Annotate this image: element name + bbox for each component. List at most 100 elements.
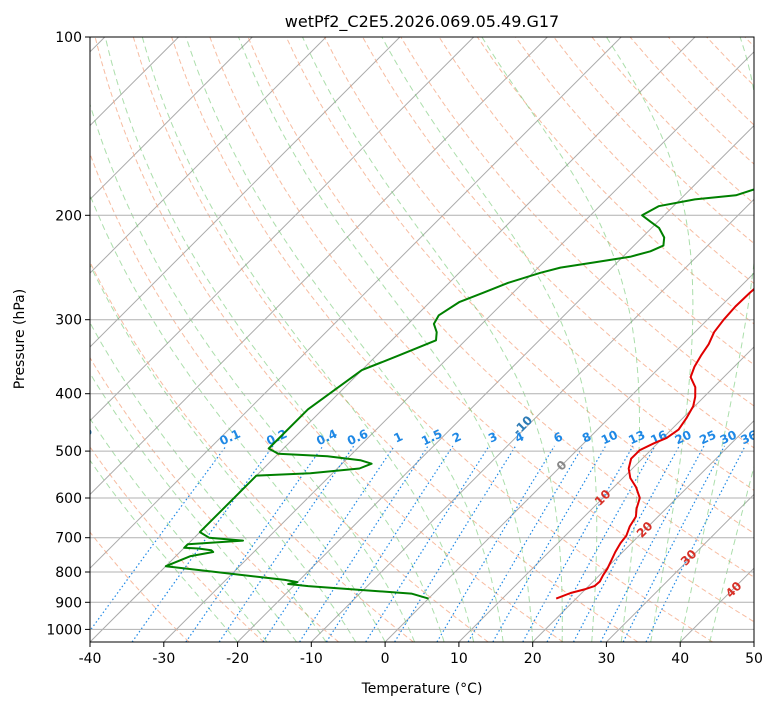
moist-adiabat-line [185,37,504,642]
mixing-ratio-line [467,445,584,642]
moist-adiabat-line [90,321,327,642]
isotherm-line [90,37,253,201]
mixing-ratio-label: 0.1 [217,427,242,449]
x-tick-label: -10 [300,651,323,667]
dry-adiabat-line [553,37,754,245]
mixing-ratio-line [394,445,517,642]
moist-adiabat-line [709,464,754,642]
isotherm-line [606,493,754,642]
dry-adiabat-line [90,356,339,642]
temperature-profile-line [555,287,754,600]
x-tick-label: 10 [450,651,468,667]
dry-adiabat-line [90,152,489,642]
mixing-ratio-label: 10 [599,428,620,448]
mixing-ratio-label: 6 [552,429,565,445]
mixing-ratio-label: 20 [673,428,694,448]
x-tick-label: 50 [745,651,763,667]
adiabat-label: 30 [678,547,700,569]
y-tick-label: 600 [55,491,82,507]
isotherm-line [163,51,754,642]
mixing-ratio-label: 0.6 [345,427,370,449]
line-labels: -100-90-80-70-60-50-40-30-20-10010203040… [90,413,759,601]
isotherm-line [90,37,622,569]
dry-adiabat-line [629,37,754,165]
moist-adiabat-line [381,37,598,642]
chart-title: wetPf2_C2E5.2026.069.05.49.G17 [285,12,559,32]
isotherm-line [90,37,548,496]
moist-adiabat-line [679,37,754,642]
mixing-ratio-line [299,445,429,642]
isotherm-line [90,37,696,642]
y-axis-label: Pressure (hPa) [12,289,28,389]
pressure-gridlines [90,37,754,630]
dry-adiabat-line [744,37,754,47]
mixing-ratio-label: 0.4 [314,427,339,449]
mixing-ratio-line [572,445,680,642]
y-tick-label: 100 [55,30,82,46]
moist-adiabat-line [90,372,297,642]
moist-adiabat-line [90,417,268,642]
moist-adiabat-line [605,37,694,642]
mixing-ratio-line [365,445,490,642]
moist-adiabat-line [141,37,475,642]
mixing-ratio-label: 25 [697,428,718,448]
mixing-ratio-line [185,445,324,642]
moist-adiabat-line [90,193,386,642]
mixing-ratio-label: 1 [391,429,404,445]
dry-adiabat-line [90,531,190,642]
mixing-ratio-label: 36 [738,428,759,448]
mixing-ratio-line [325,445,454,642]
x-ticks: -40 -30 -20 -10 0 10 20 30 40 50 [79,642,763,667]
mixing-ratio-line [645,445,746,642]
dry-adiabat-line [171,37,713,642]
x-tick-label: -30 [152,651,175,667]
y-tick-label: 400 [55,387,82,403]
moist-adiabat-line [481,37,640,642]
dewpoint-profile-line [164,188,754,600]
mixing-ratio-label: 1.5 [419,427,444,449]
isotherm-line [310,198,754,642]
dry-adiabat-line [591,37,754,205]
dry-adiabat-line [706,37,754,87]
adiabat-label: 40 [723,579,745,601]
isotherm-line [532,419,754,642]
moist-adiabat-line [90,459,238,642]
y-tick-label: 1000 [46,622,82,638]
dry-adiabat-line [438,37,754,366]
mixing-ratio-label: 0.2 [264,427,289,449]
y-tick-label: 700 [55,531,82,547]
x-tick-label: -40 [79,651,102,667]
dry-adiabat-line [94,37,564,642]
dry-adiabat-line [209,37,754,623]
mixing-ratio-label: 30 [718,428,739,448]
x-axis-label: Temperature (°C) [361,681,483,697]
mixing-ratio-line [218,445,355,642]
y-tick-label: 300 [55,313,82,329]
isotherm-line [458,346,754,642]
mixing-ratio-line [436,445,556,642]
dry-adiabat-line [132,37,639,642]
mixing-ratio-label: 13 [626,428,647,448]
plot-frame [89,36,755,643]
mixing-ratio-line [262,445,395,642]
mixing-ratio-line [622,445,726,642]
y-tick-label: 500 [55,444,82,460]
mixing-ratio-line [600,445,705,642]
mixing-ratio-line [131,445,274,642]
x-tick-label: 40 [671,651,689,667]
dry-adiabat-line [323,37,754,491]
isotherm-line [90,37,327,274]
isotherm-line [90,37,401,348]
isotherm-line [753,641,754,642]
isotherm-line [679,567,754,642]
y-tick-label: 800 [55,565,82,581]
moist-adiabat-line [90,263,357,642]
profiles [164,188,754,600]
moist-adiabat-line [302,37,563,642]
dry-adiabat-line [285,37,754,535]
moist-adiabat-line [238,37,534,642]
moist-adiabat-line [104,37,445,642]
dry-adiabat-line [90,260,414,642]
dry-adiabat-line [90,446,265,642]
